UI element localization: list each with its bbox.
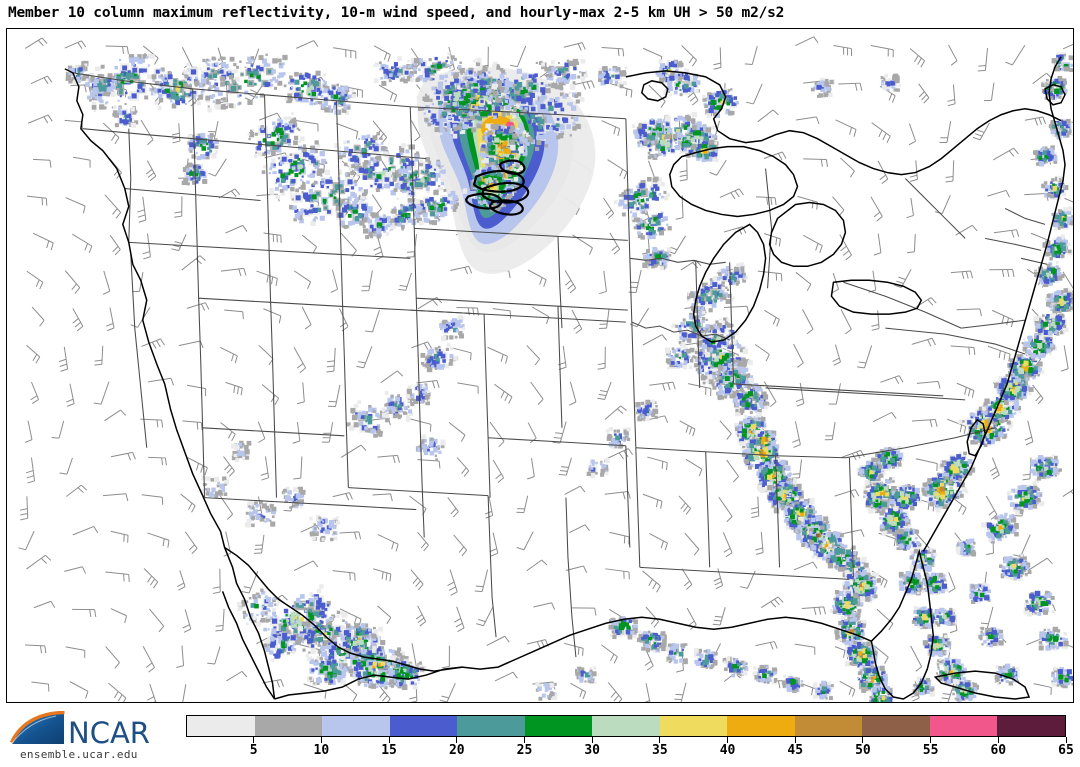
colorbar-segment — [862, 716, 930, 736]
colorbar-segment — [457, 716, 525, 736]
colorbar-tick-label: 35 — [652, 743, 668, 758]
reflectivity-cluster — [635, 399, 658, 421]
colorbar-segment — [390, 716, 458, 736]
map-footer: NCAR ensemble.ucar.edu 5 10 15 20 25 30 35 40 45… — [0, 703, 1080, 766]
colorbar-tick-label: 40 — [720, 743, 736, 758]
reflectivity-cluster — [999, 554, 1032, 581]
reflectivity-cluster — [813, 681, 834, 700]
reflectivity-cluster — [935, 608, 957, 627]
colorbar-tick-label: 25 — [517, 743, 533, 758]
map-canvas[interactable] — [6, 28, 1074, 703]
colorbar-tick-label: 50 — [855, 743, 871, 758]
colorbar-tick-label: 65 — [1058, 743, 1074, 758]
reflectivity-cluster — [642, 247, 671, 270]
colorbar-segment — [592, 716, 660, 736]
reflectivity-cluster — [978, 627, 1003, 647]
page-title: Member 10 column maximum reflectivity, 1… — [8, 5, 784, 21]
reflectivity-cluster — [956, 539, 976, 557]
colorbar-segment — [930, 716, 998, 736]
reflectivity-cluster — [892, 528, 921, 551]
colorbar-segment — [997, 716, 1065, 736]
colorbar-tick-label: 10 — [314, 743, 330, 758]
colorbar-tick-label: 55 — [923, 743, 939, 758]
colorbar-tick-label: 20 — [449, 743, 465, 758]
colorbar-segment — [660, 716, 728, 736]
colorbar-swatches — [186, 715, 1066, 737]
colorbar-tick-label: 45 — [787, 743, 803, 758]
ncar-logo[interactable]: NCAR ensemble.ucar.edu — [6, 711, 176, 763]
colorbar-segment — [727, 716, 795, 736]
colorbar-segment — [322, 716, 390, 736]
colorbar-tick-label: 60 — [990, 743, 1006, 758]
map-graphic — [7, 29, 1073, 702]
colorbar-segment — [187, 716, 255, 736]
colorbar-segment — [525, 716, 593, 736]
colorbar-segment — [795, 716, 863, 736]
colorbar-segment — [255, 716, 323, 736]
reflectivity-cluster — [753, 665, 778, 685]
colorbar-tick-label: 30 — [584, 743, 600, 758]
colorbar-tick-label: 15 — [381, 743, 397, 758]
colorbar-tick-label: 5 — [250, 743, 258, 758]
ncar-url-label: ensemble.ucar.edu — [20, 748, 138, 761]
